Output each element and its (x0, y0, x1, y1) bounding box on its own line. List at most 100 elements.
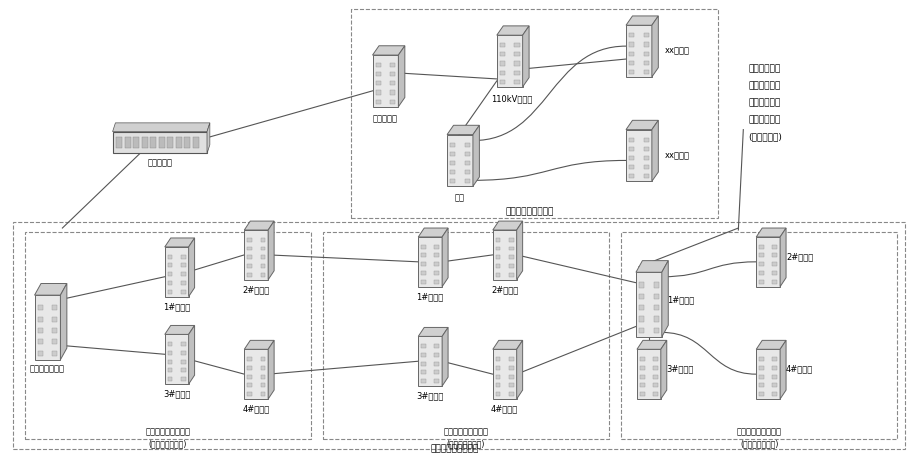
FancyBboxPatch shape (509, 264, 514, 268)
FancyBboxPatch shape (629, 70, 634, 74)
Polygon shape (418, 327, 448, 336)
FancyBboxPatch shape (637, 349, 661, 399)
Text: 地面百兆环网拓扑图: 地面百兆环网拓扑图 (506, 208, 554, 217)
FancyBboxPatch shape (514, 62, 520, 65)
FancyBboxPatch shape (34, 295, 60, 360)
FancyBboxPatch shape (52, 328, 57, 333)
FancyBboxPatch shape (643, 138, 649, 142)
FancyBboxPatch shape (418, 237, 442, 287)
FancyBboxPatch shape (181, 368, 186, 372)
FancyBboxPatch shape (38, 305, 42, 311)
Polygon shape (662, 261, 668, 337)
FancyBboxPatch shape (509, 383, 514, 387)
FancyBboxPatch shape (759, 357, 764, 361)
FancyBboxPatch shape (509, 247, 514, 250)
FancyBboxPatch shape (168, 255, 173, 259)
FancyBboxPatch shape (464, 161, 470, 165)
FancyBboxPatch shape (773, 366, 777, 370)
FancyBboxPatch shape (167, 137, 173, 148)
FancyBboxPatch shape (193, 137, 198, 148)
Text: 3#变电所: 3#变电所 (163, 389, 190, 398)
Polygon shape (60, 283, 66, 360)
FancyBboxPatch shape (247, 392, 252, 396)
Text: 人员定位系统: 人员定位系统 (749, 64, 781, 73)
FancyBboxPatch shape (773, 375, 777, 379)
Polygon shape (373, 46, 405, 55)
FancyBboxPatch shape (421, 245, 426, 249)
FancyBboxPatch shape (52, 317, 57, 322)
FancyBboxPatch shape (756, 349, 780, 399)
Text: 1#变电所: 1#变电所 (666, 295, 694, 304)
Text: 1#变电所: 1#变电所 (163, 302, 190, 311)
FancyBboxPatch shape (643, 174, 649, 178)
Text: (百兆环网交换机): (百兆环网交换机) (149, 439, 187, 448)
Polygon shape (442, 228, 448, 287)
FancyBboxPatch shape (435, 280, 439, 283)
FancyBboxPatch shape (390, 72, 395, 77)
FancyBboxPatch shape (639, 328, 644, 333)
FancyBboxPatch shape (464, 152, 470, 156)
FancyBboxPatch shape (640, 366, 644, 370)
FancyBboxPatch shape (245, 230, 269, 280)
Text: 2#变电所: 2#变电所 (243, 285, 270, 294)
FancyBboxPatch shape (493, 349, 517, 399)
FancyBboxPatch shape (509, 238, 514, 242)
FancyBboxPatch shape (773, 357, 777, 361)
FancyBboxPatch shape (168, 368, 173, 372)
FancyBboxPatch shape (640, 357, 644, 361)
FancyBboxPatch shape (260, 392, 265, 396)
FancyBboxPatch shape (493, 230, 517, 280)
FancyBboxPatch shape (165, 334, 188, 384)
Polygon shape (245, 340, 274, 349)
FancyBboxPatch shape (629, 51, 634, 56)
FancyBboxPatch shape (639, 305, 644, 310)
FancyBboxPatch shape (38, 351, 42, 356)
FancyBboxPatch shape (176, 137, 182, 148)
Polygon shape (245, 221, 274, 230)
FancyBboxPatch shape (653, 383, 658, 387)
Text: 4#变电所: 4#变电所 (786, 365, 813, 374)
Text: 井下百兆环网拓扑图: 井下百兆环网拓扑图 (431, 444, 479, 453)
FancyBboxPatch shape (421, 280, 426, 283)
FancyBboxPatch shape (773, 262, 777, 266)
FancyBboxPatch shape (260, 375, 265, 379)
FancyBboxPatch shape (653, 283, 659, 288)
Text: 4#变电所: 4#变电所 (243, 404, 270, 413)
FancyBboxPatch shape (643, 147, 649, 151)
Polygon shape (652, 16, 658, 77)
FancyBboxPatch shape (629, 147, 634, 151)
FancyBboxPatch shape (759, 254, 764, 257)
Polygon shape (517, 221, 522, 280)
FancyBboxPatch shape (185, 137, 190, 148)
FancyBboxPatch shape (636, 272, 662, 337)
Polygon shape (497, 26, 529, 35)
Polygon shape (165, 238, 195, 247)
FancyBboxPatch shape (514, 71, 520, 75)
FancyBboxPatch shape (247, 238, 252, 242)
FancyBboxPatch shape (640, 392, 644, 396)
Text: 第二采区环网布置图: 第二采区环网布置图 (443, 427, 488, 436)
FancyBboxPatch shape (447, 134, 473, 186)
FancyBboxPatch shape (260, 238, 265, 242)
FancyBboxPatch shape (639, 283, 644, 288)
FancyBboxPatch shape (509, 392, 514, 396)
FancyBboxPatch shape (260, 264, 265, 268)
FancyBboxPatch shape (500, 52, 505, 57)
Text: 安全监测系统: 安全监测系统 (749, 81, 781, 91)
FancyBboxPatch shape (759, 280, 764, 283)
Polygon shape (661, 340, 666, 399)
Text: 井下中央变电所: 井下中央变电所 (30, 365, 65, 374)
FancyBboxPatch shape (142, 137, 148, 148)
FancyBboxPatch shape (435, 361, 439, 366)
FancyBboxPatch shape (759, 245, 764, 249)
FancyBboxPatch shape (773, 254, 777, 257)
FancyBboxPatch shape (247, 247, 252, 250)
FancyBboxPatch shape (247, 383, 252, 387)
FancyBboxPatch shape (421, 344, 426, 348)
FancyBboxPatch shape (168, 377, 173, 381)
FancyBboxPatch shape (450, 142, 455, 147)
FancyBboxPatch shape (260, 366, 265, 370)
FancyBboxPatch shape (435, 370, 439, 375)
FancyBboxPatch shape (643, 51, 649, 56)
FancyBboxPatch shape (643, 165, 649, 169)
